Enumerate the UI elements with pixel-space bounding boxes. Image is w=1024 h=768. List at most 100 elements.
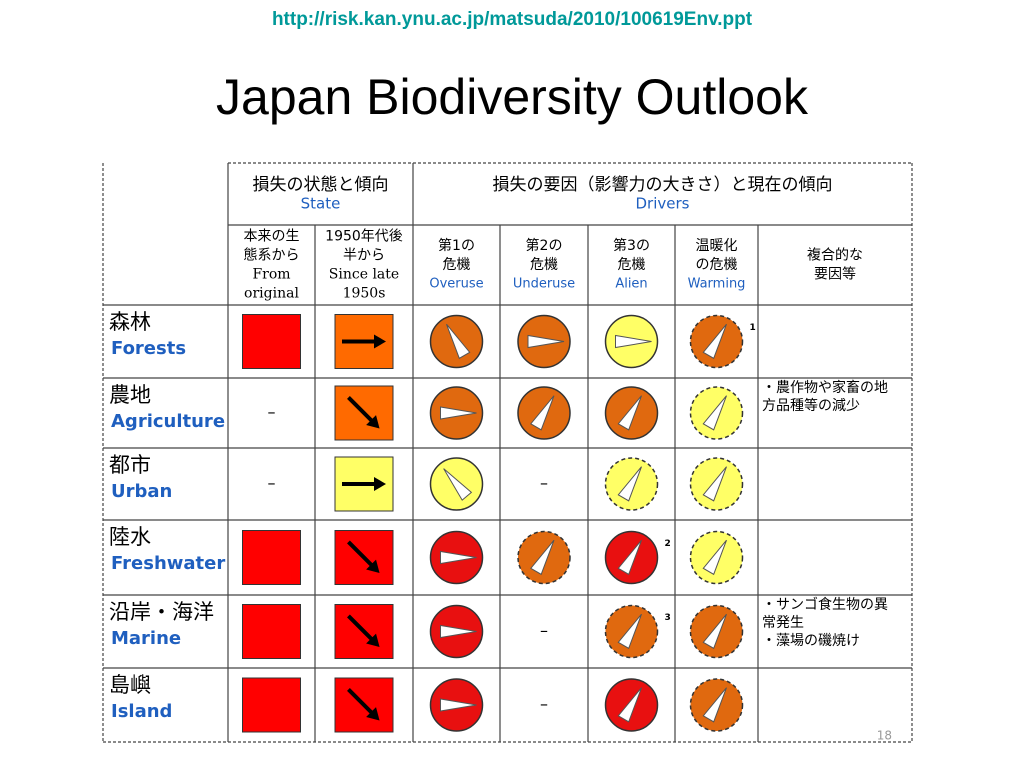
- driver-needle: [440, 698, 477, 712]
- trend-arrow: [347, 396, 380, 429]
- needle: [617, 687, 642, 723]
- column-header: 第1の: [438, 237, 475, 254]
- other-factor: 方品種等の減少: [762, 397, 860, 414]
- column-header: 第2の: [526, 237, 563, 254]
- footnote-mark: 1: [750, 323, 756, 333]
- driver-needle: [446, 323, 471, 360]
- header-ja: 損失の状態と傾向: [253, 175, 389, 195]
- state-square: [242, 677, 301, 733]
- trend-arrow: [347, 540, 380, 574]
- column-header: From: [252, 267, 290, 283]
- other-factor: ・藻場の磯焼け: [762, 633, 860, 649]
- trend-arrow: [342, 477, 386, 491]
- needle: [702, 323, 727, 360]
- column-header: 1950年代後: [325, 229, 403, 245]
- row-name-en: Island: [111, 701, 172, 722]
- state-square: [242, 604, 301, 659]
- arrow-head: [366, 707, 380, 721]
- column-header: 1950s: [343, 286, 386, 302]
- row-name-ja: 沿岸・海洋: [109, 600, 214, 624]
- column-header-en: Alien: [615, 277, 647, 292]
- column-header: 本来の生: [244, 229, 300, 245]
- row-name-en: Forests: [111, 338, 186, 359]
- other-factor: 常発生: [762, 615, 804, 631]
- needle: [530, 395, 555, 431]
- needle: [440, 406, 477, 420]
- needle: [440, 698, 477, 712]
- driver-needle: [530, 395, 555, 431]
- no-data: –: [268, 403, 276, 422]
- slide-title: Japan Biodiversity Outlook: [216, 69, 809, 125]
- driver-needle: [615, 334, 652, 349]
- arrow-head: [366, 633, 380, 648]
- arrow-head: [374, 334, 386, 349]
- needle: [527, 334, 565, 349]
- state-square: [242, 530, 301, 585]
- needle: [440, 550, 477, 565]
- arrow-shaft: [347, 540, 374, 568]
- header-en: State: [301, 195, 341, 213]
- source-url: http://risk.kan.ynu.ac.jp/matsuda/2010/1…: [272, 9, 753, 30]
- arrow-shaft: [347, 614, 374, 642]
- column-header: 危機: [618, 257, 646, 273]
- column-header: 態系から: [244, 248, 300, 264]
- arrow-shaft: [347, 396, 374, 423]
- driver-needle: [440, 550, 477, 565]
- row-name-ja: 陸水: [109, 525, 151, 549]
- driver-needle: [440, 406, 477, 420]
- row-name-en: Freshwater: [111, 553, 225, 574]
- column-header: 温暖化: [696, 238, 738, 254]
- column-header: の危機: [696, 257, 738, 273]
- driver-needle: [617, 687, 642, 723]
- row-name-ja: 森林: [109, 310, 151, 334]
- driver-needle: [440, 624, 477, 639]
- needle: [702, 613, 727, 650]
- driver-needle: [702, 613, 727, 650]
- driver-needle: [702, 687, 727, 723]
- arrow-head: [366, 415, 380, 429]
- trend-arrow: [342, 334, 386, 349]
- column-header-en: Overuse: [429, 277, 483, 292]
- arrow-head: [374, 477, 386, 491]
- row-name-ja: 島嶼: [109, 673, 151, 697]
- column-header-en: Warming: [688, 277, 746, 292]
- driver-needle: [617, 466, 642, 502]
- needle: [702, 466, 727, 502]
- driver-needle: [443, 468, 473, 501]
- column-header: 半から: [343, 248, 385, 264]
- no-data: –: [540, 621, 548, 640]
- no-data: –: [540, 474, 548, 493]
- other-factor: ・サンゴ食生物の異: [762, 596, 888, 613]
- needle: [446, 323, 471, 360]
- needle: [617, 395, 642, 431]
- needle: [617, 613, 642, 650]
- needle: [702, 687, 727, 723]
- other-factor: ・農作物や家畜の地: [762, 379, 888, 396]
- column-header: original: [244, 286, 299, 302]
- driver-needle: [617, 539, 642, 576]
- driver-needle: [530, 539, 555, 576]
- state-square: [242, 314, 301, 369]
- needle: [440, 624, 477, 639]
- needle: [702, 539, 727, 576]
- needle: [617, 539, 642, 576]
- header-ja: 損失の要因（影響力の大きさ）と現在の傾向: [493, 175, 833, 195]
- column-header: Since late: [329, 267, 399, 283]
- row-name-ja: 農地: [109, 383, 151, 407]
- needle: [617, 466, 642, 502]
- needle: [530, 539, 555, 576]
- needle: [702, 395, 727, 431]
- driver-needle: [617, 613, 642, 650]
- arrow-head: [366, 559, 380, 574]
- driver-needle: [527, 334, 565, 349]
- trend-arrow: [347, 688, 380, 721]
- column-header: 危機: [443, 257, 471, 273]
- driver-needle: [702, 395, 727, 431]
- driver-needle: [702, 323, 727, 360]
- column-header: 第3の: [613, 237, 650, 254]
- no-data: –: [540, 695, 548, 714]
- footnote-mark: 3: [665, 613, 671, 623]
- column-header: 複合的な: [807, 247, 863, 264]
- page-number: 18: [877, 729, 892, 743]
